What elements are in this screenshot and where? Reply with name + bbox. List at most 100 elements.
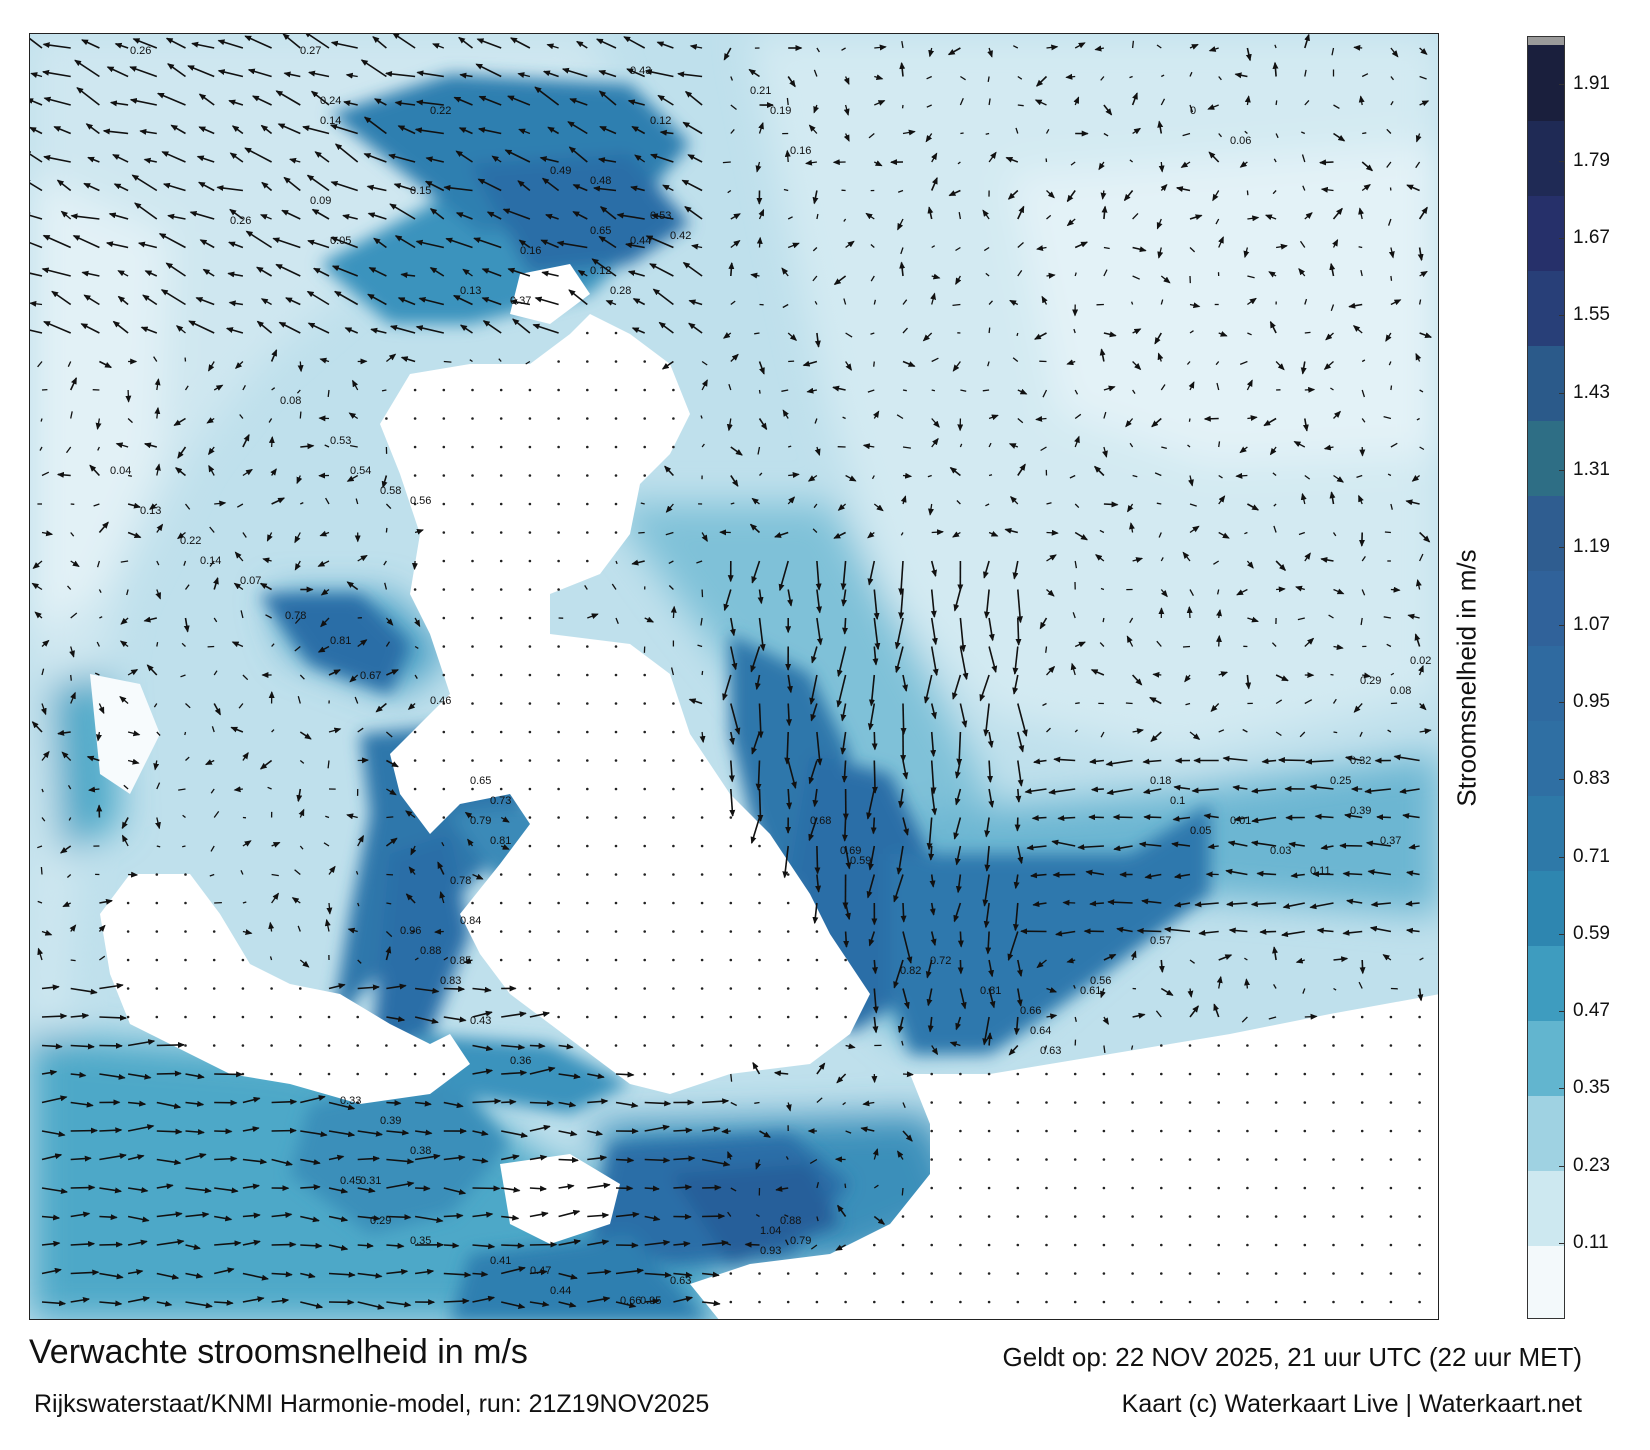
grid-dot [643,702,646,705]
grid-dot [1389,1272,1393,1275]
current-arrow [1411,474,1421,482]
current-arrow [1406,184,1420,192]
grid-dot [1188,1272,1192,1275]
grid-dot [586,531,589,534]
current-arrow [900,902,907,923]
current-arrow [1074,531,1088,541]
speed-value-label: 0.13 [140,505,161,517]
current-arrow [1218,531,1230,539]
current-arrow [1036,245,1047,252]
current-arrow [1191,787,1219,794]
current-arrow [349,444,358,448]
current-arrow [268,436,275,448]
speed-value-label: 0.43 [470,1015,491,1027]
grid-dot [643,930,646,933]
current-arrow [429,208,445,220]
current-arrow [815,560,822,591]
grid-dot [557,759,560,762]
current-arrow [985,503,990,507]
current-arrow [415,325,444,334]
current-arrow [1323,361,1334,370]
current-arrow [158,232,186,249]
speed-value-label: 0.83 [440,975,461,987]
grid-dot [1188,1044,1192,1047]
current-arrow [1419,446,1425,451]
grid-dot [557,417,560,420]
current-arrow [477,178,502,192]
current-arrow [1149,696,1162,705]
current-arrow [115,442,129,449]
current-arrow [1218,671,1229,677]
current-arrow [959,703,968,728]
grid-dot [729,930,733,933]
grid-dot [586,730,589,734]
speed-value-label: 0.54 [350,465,371,477]
current-arrow [357,727,364,733]
current-arrow [952,361,961,372]
colorbar-segment [1528,1095,1564,1171]
current-arrow [812,528,818,533]
speed-value-label: 0.96 [400,925,421,937]
grid-dot [528,844,532,848]
current-arrow [330,40,358,49]
current-arrow [874,74,884,81]
current-arrow [271,1127,297,1134]
current-arrow [372,36,387,49]
colorbar-tick [1559,933,1565,935]
grid-dot [557,531,560,534]
current-arrow [632,297,646,306]
current-arrow [1188,475,1194,487]
current-arrow [271,387,276,391]
current-arrow [98,589,102,594]
grid-dot [442,502,446,506]
current-arrow [1105,759,1133,767]
current-arrow [1216,382,1220,391]
current-arrow [211,726,215,733]
grid-dot [1016,1101,1020,1104]
current-arrow [1102,446,1108,458]
grid-dot [1303,1158,1307,1161]
grid-dot [930,1215,933,1218]
current-arrow [802,360,818,367]
current-arrow [81,39,100,49]
grid-dot [1102,1186,1106,1190]
current-arrow [320,588,330,596]
current-arrow [477,127,502,135]
current-arrow [386,669,399,676]
current-arrow [30,98,43,106]
current-arrow [1186,361,1191,365]
current-arrow [700,415,703,419]
current-arrow [1418,206,1428,220]
grid-dot [413,502,417,506]
current-arrow [1017,589,1023,624]
current-arrow [42,234,72,249]
current-arrow [1156,218,1163,230]
current-arrow [1132,361,1142,371]
current-arrow [1332,532,1337,537]
current-arrow [649,263,674,277]
speed-value-label: 0.16 [790,145,811,157]
speed-value-label: 0.58 [380,485,401,497]
grid-dot [528,901,532,905]
speed-value-label: 0.13 [460,285,481,297]
current-arrow [388,153,416,163]
grid-dot [471,616,474,620]
current-arrow [1126,635,1134,647]
current-arrow [900,532,904,536]
current-arrow [816,731,823,766]
current-arrow [85,123,100,135]
current-arrow [1175,186,1191,192]
speed-value-label: 0.26 [230,215,251,227]
current-arrow [1188,381,1195,391]
grid-dot [413,588,417,591]
grid-dot [184,1044,187,1047]
current-arrow [682,121,703,135]
grid-dot [1160,1215,1163,1218]
current-arrow [1244,531,1248,535]
land-island-b [510,264,590,324]
current-arrow [231,125,244,135]
grid-dot [700,987,704,990]
current-arrow [1215,361,1220,366]
current-arrow [389,325,416,334]
current-arrow [1390,586,1401,593]
